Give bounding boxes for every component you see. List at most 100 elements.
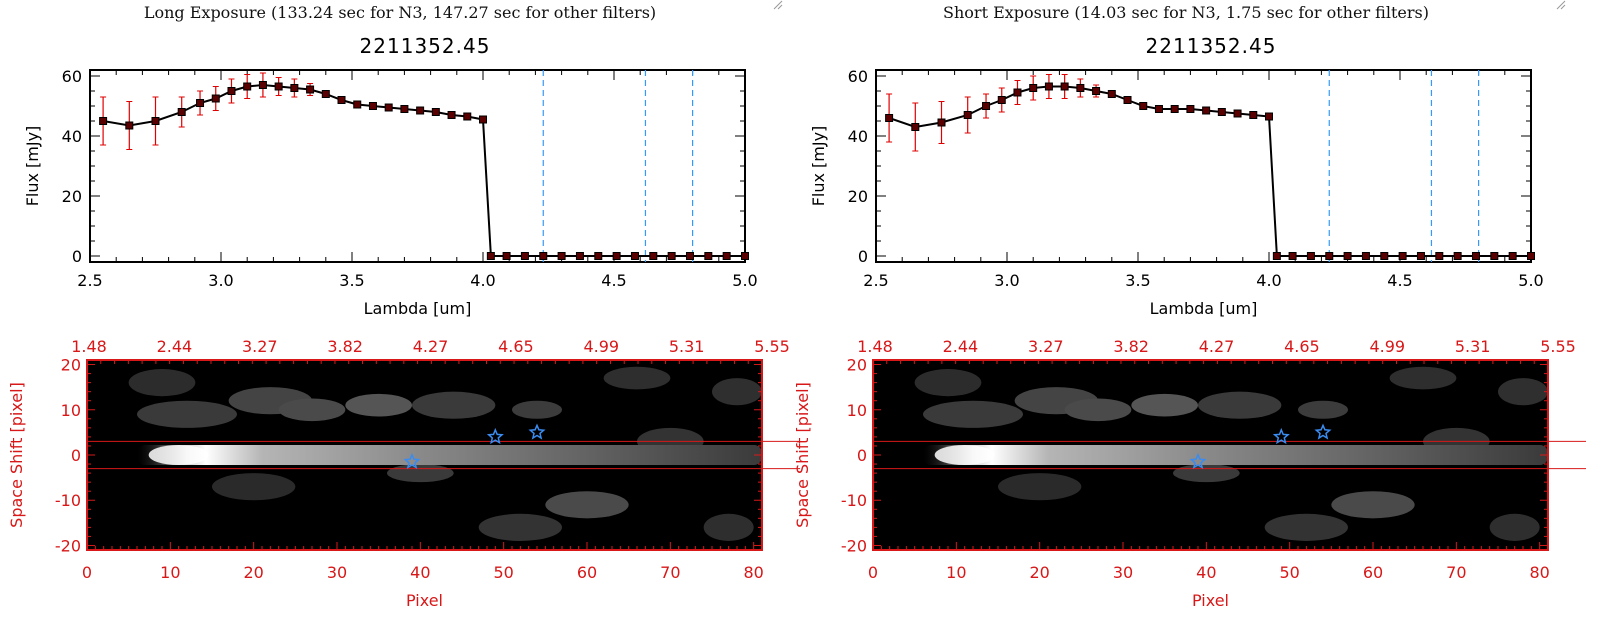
x-tick-label: 40 — [1196, 563, 1216, 582]
plot-title: 2211352.45 — [1145, 34, 1277, 58]
data-point — [151, 117, 160, 125]
image-blob — [1498, 378, 1548, 406]
image-blob — [128, 369, 196, 397]
y-tick-label: -20 — [55, 536, 81, 555]
source-star-marker — [1314, 423, 1332, 440]
data-point — [196, 99, 205, 107]
image-blob — [998, 473, 1082, 501]
source-star-marker — [1189, 452, 1207, 469]
y-tick-label: 40 — [62, 127, 82, 146]
y-axis-label: Flux [mJy] — [809, 126, 828, 207]
top-tick-label: 2.44 — [157, 337, 193, 356]
image-blob — [914, 369, 982, 397]
x-tick-label: 40 — [410, 563, 430, 582]
top-tick-label: 4.99 — [583, 337, 619, 356]
data-point — [1288, 252, 1297, 260]
top-tick-label: 4.27 — [1199, 337, 1235, 356]
data-point — [1107, 90, 1116, 98]
data-point — [99, 117, 108, 125]
y-axis-label: Flux [mJy] — [23, 126, 42, 207]
y-tick-label: -20 — [841, 536, 867, 555]
data-point — [1186, 105, 1195, 113]
x-tick-label: 10 — [946, 563, 966, 582]
x-tick-label: 50 — [493, 563, 513, 582]
top-tick-label: 2.44 — [943, 337, 979, 356]
x-tick-label: 4.0 — [1256, 271, 1281, 290]
data-point — [982, 102, 991, 110]
data-point — [520, 252, 529, 260]
data-point — [1154, 105, 1163, 113]
data-point — [1123, 96, 1132, 104]
data-point — [447, 111, 456, 119]
y-tick-label: 20 — [61, 356, 81, 375]
panel-header: Short Exposure (14.03 sec for N3, 1.75 s… — [943, 3, 1429, 22]
image-blob — [603, 366, 671, 390]
data-point — [1202, 106, 1211, 115]
y-tick-label: -10 — [55, 491, 81, 510]
data-point — [937, 118, 946, 127]
data-point — [1265, 112, 1273, 121]
y-tick-label: 20 — [62, 187, 82, 206]
image-blob — [1173, 464, 1240, 483]
y-tick-label: 0 — [857, 446, 867, 465]
top-tick-label: 5.55 — [754, 337, 790, 356]
data-point — [416, 106, 425, 115]
top-tick-label: 4.65 — [1284, 337, 1320, 356]
data-point — [704, 252, 713, 260]
data-point — [177, 108, 186, 116]
top-tick-label: 3.27 — [1028, 337, 1064, 356]
x-tick-label: 2.5 — [863, 271, 888, 290]
x-tick-label: 5.0 — [732, 271, 757, 290]
data-point — [911, 123, 920, 131]
data-point — [997, 96, 1006, 104]
data-point — [243, 82, 252, 91]
image-blob — [1131, 393, 1198, 417]
data-point — [337, 96, 346, 104]
data-point — [594, 252, 603, 260]
image-blob — [1489, 513, 1540, 541]
x-tick-label: 20 — [243, 563, 263, 582]
data-point — [1398, 252, 1407, 260]
top-tick-label: 3.27 — [242, 337, 278, 356]
image-blob — [545, 491, 629, 519]
y-tick-label: 40 — [848, 127, 868, 146]
image-blob — [137, 400, 237, 428]
y-tick-label: 20 — [847, 356, 867, 375]
y-tick-label: 0 — [71, 446, 81, 465]
data-point — [1508, 252, 1517, 260]
data-point — [463, 112, 472, 121]
top-tick-label: 4.99 — [1369, 337, 1405, 356]
data-point — [211, 94, 220, 103]
x-tick-label: 60 — [577, 563, 597, 582]
data-point — [125, 121, 134, 130]
image-blob — [923, 400, 1023, 428]
x-tick-label: 30 — [1113, 563, 1133, 582]
data-point — [1092, 87, 1101, 95]
top-tick-label: 1.48 — [857, 337, 893, 356]
data-point — [1435, 252, 1444, 260]
image-blob — [212, 473, 296, 501]
plot-title: 2211352.45 — [359, 34, 491, 58]
x-axis-label: Lambda [um] — [364, 299, 472, 318]
y-tick-label: 0 — [858, 247, 868, 266]
data-point — [685, 252, 694, 260]
spectral-trace — [137, 445, 762, 465]
x-axis-label: Lambda [um] — [1150, 299, 1258, 318]
source-star-marker — [528, 423, 546, 440]
resize-grip-icon[interactable] — [1556, 0, 1566, 10]
data-point — [1060, 82, 1069, 91]
x-tick-label: 4.0 — [470, 271, 495, 290]
spectrum-and-image-chart: 2.5 3.0 3.5 4.0 4.5 5.0 0 20 40 60 Lambda [um] Flux… — [793, 67, 1586, 610]
long-exposure-panel: Long Exposure (133.24 sec for N3, 147.27… — [7, 0, 800, 610]
x-tick-label: 80 — [1529, 563, 1549, 582]
data-point — [274, 82, 283, 91]
top-tick-label: 5.31 — [1455, 337, 1491, 356]
data-point — [630, 252, 639, 260]
resize-grip-icon[interactable] — [773, 0, 783, 10]
x-tick-label: 0 — [868, 563, 878, 582]
data-point — [486, 252, 495, 260]
data-point — [1453, 252, 1462, 260]
image-blob — [1331, 491, 1415, 519]
image-blob — [387, 464, 454, 483]
data-point — [400, 105, 409, 113]
